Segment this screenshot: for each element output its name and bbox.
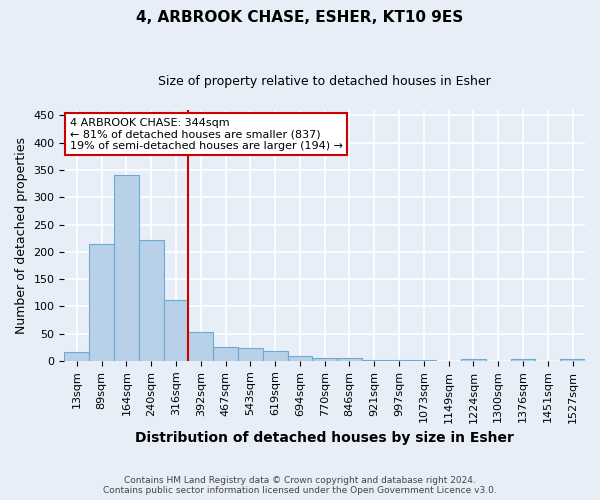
- Bar: [89, 244, 114, 361]
- Text: 4, ARBROOK CHASE, ESHER, KT10 9ES: 4, ARBROOK CHASE, ESHER, KT10 9ES: [136, 10, 464, 25]
- Bar: [164, 300, 188, 361]
- Bar: [287, 356, 313, 361]
- Text: 4 ARBROOK CHASE: 344sqm
← 81% of detached houses are smaller (837)
19% of semi-d: 4 ARBROOK CHASE: 344sqm ← 81% of detache…: [70, 118, 343, 150]
- Bar: [362, 360, 386, 361]
- Text: Contains HM Land Registry data © Crown copyright and database right 2024.
Contai: Contains HM Land Registry data © Crown c…: [103, 476, 497, 495]
- Bar: [139, 240, 164, 361]
- Bar: [263, 351, 287, 361]
- Bar: [337, 358, 362, 361]
- Bar: [412, 360, 436, 361]
- Bar: [511, 358, 535, 361]
- Bar: [560, 358, 585, 361]
- Bar: [461, 358, 486, 361]
- Bar: [64, 352, 89, 361]
- Bar: [213, 347, 238, 361]
- Title: Size of property relative to detached houses in Esher: Size of property relative to detached ho…: [158, 75, 491, 88]
- Bar: [313, 358, 337, 361]
- Bar: [238, 348, 263, 361]
- Bar: [386, 360, 412, 361]
- X-axis label: Distribution of detached houses by size in Esher: Distribution of detached houses by size …: [135, 431, 514, 445]
- Bar: [114, 176, 139, 361]
- Y-axis label: Number of detached properties: Number of detached properties: [15, 137, 28, 334]
- Bar: [188, 332, 213, 361]
